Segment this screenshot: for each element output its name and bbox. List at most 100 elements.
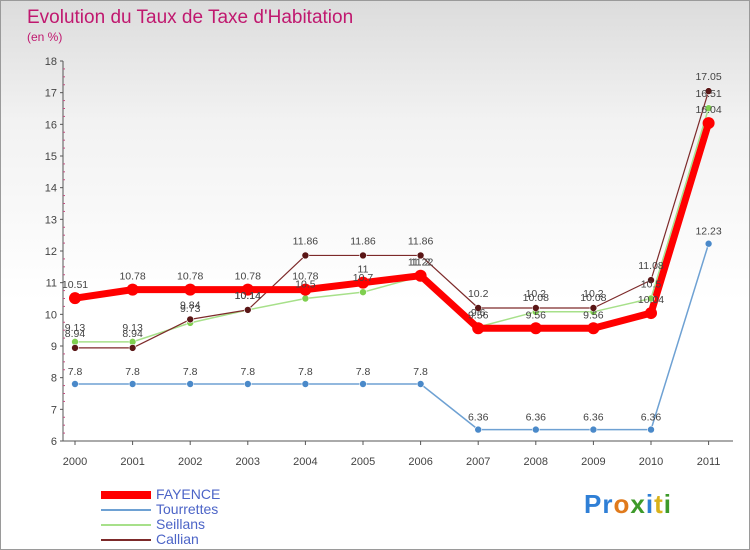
data-point-seillans (704, 104, 713, 112)
logo-letter: P (584, 489, 603, 519)
data-point-fayence (69, 292, 81, 305)
data-point-tourrettes (186, 380, 194, 388)
x-tick-label: 2006 (408, 456, 432, 468)
data-point-callian (531, 304, 540, 312)
data-label: 9.6 (471, 307, 486, 319)
data-point-callian (416, 251, 425, 260)
data-label: 7.8 (183, 366, 198, 378)
data-point-callian (301, 251, 310, 260)
data-label: 7.8 (356, 366, 371, 378)
data-labels: 10.51 10.78 10.78 10.78 10.78 11 11.22 9.56 9.56… (62, 71, 722, 424)
data-label: 7.8 (298, 366, 313, 378)
data-label: 9.84 (180, 299, 201, 311)
x-tick-label: 2001 (120, 456, 144, 468)
data-point-callian (71, 344, 79, 352)
data-label: 10.08 (580, 292, 606, 304)
y-tick-label: 11 (46, 278, 57, 290)
data-label: 7.8 (240, 366, 255, 378)
series-line-seillans (74, 107, 710, 343)
logo-letter: i (645, 489, 655, 519)
data-label: 12.23 (695, 226, 721, 238)
data-label: 7.8 (68, 366, 83, 378)
data-point-fayence (529, 322, 542, 335)
logo-letter: i (663, 489, 672, 519)
data-label: 10.78 (177, 271, 203, 283)
data-label: 9.56 (468, 309, 489, 321)
y-tick-label: 17 (45, 88, 57, 100)
data-label: 17.05 (695, 71, 721, 83)
y-tick-label: 14 (45, 183, 57, 195)
data-point-callian (474, 304, 483, 312)
data-label: 10.78 (119, 271, 145, 283)
data-point-callian (186, 315, 194, 324)
legend-label: FAYENCE (156, 486, 221, 502)
data-point-fayence (702, 117, 715, 130)
x-tick-label: 2009 (581, 456, 605, 468)
data-point-fayence (357, 276, 369, 289)
y-tick-label: 9 (51, 341, 57, 353)
data-label: 10.5 (641, 279, 662, 291)
data-label: 10.2 (468, 288, 489, 300)
data-point-fayence (645, 307, 657, 320)
logo-letter: r (602, 489, 614, 519)
data-point-callian (244, 306, 252, 314)
series-line-tourrettes (74, 242, 710, 431)
x-tick-label: 2003 (236, 456, 260, 468)
data-point-tourrettes (531, 425, 540, 434)
x-tick-label: 2000 (63, 456, 87, 468)
data-label: 8.94 (122, 328, 143, 340)
legend-swatch (101, 524, 151, 526)
chart-subtitle: (en %) (27, 30, 63, 44)
data-label: 11.86 (408, 235, 434, 247)
data-label: 10.5 (295, 279, 316, 291)
data-point-fayence (587, 322, 600, 335)
data-point-tourrettes (301, 380, 310, 388)
x-tick-label: 2011 (697, 456, 721, 468)
x-tick-label: 2008 (524, 456, 548, 468)
data-label: 6.36 (583, 412, 604, 424)
y-tick-label: 6 (51, 436, 57, 448)
data-point-tourrettes (244, 380, 252, 388)
data-label: 9.73 (180, 303, 201, 315)
data-label: 10.2 (583, 288, 604, 300)
data-point-callian (589, 304, 598, 312)
x-tick-label: 2004 (293, 456, 317, 468)
data-label: 6.36 (641, 412, 662, 424)
data-label: 10.2 (526, 288, 547, 300)
legend-label: Seillans (156, 516, 206, 532)
data-label: 9.56 (526, 309, 547, 321)
y-tick-label: 13 (45, 214, 57, 226)
legend-swatch (101, 509, 151, 511)
data-label: 10.51 (62, 279, 88, 291)
data-label: 11.08 (638, 260, 664, 272)
data-label: 11.86 (293, 235, 319, 247)
x-tick-label: 2010 (639, 456, 663, 468)
legend-label: Tourrettes (156, 501, 219, 517)
logo-letter: x (630, 489, 646, 519)
series-lines (71, 90, 713, 431)
data-point-fayence (126, 283, 139, 296)
x-tick-label: 2002 (178, 456, 202, 468)
data-label: 10.04 (638, 294, 664, 306)
data-label: 11.86 (350, 235, 376, 247)
data-point-callian (359, 251, 367, 260)
data-label: 10.7 (353, 272, 374, 284)
series-line-callian (74, 90, 710, 349)
data-label: 6.36 (526, 412, 547, 424)
data-label: 10.08 (523, 292, 549, 304)
logo-letter: t (654, 489, 664, 519)
data-label: 10.78 (235, 271, 261, 283)
chart-title: Evolution du Taux de Taxe d'Habitation (27, 7, 354, 28)
data-point-callian (704, 87, 713, 95)
chart-axes: 6 7 8 9 10 11 12 13 14 15 16 17 18 2000 2001 2002 2003 20… (45, 56, 733, 468)
data-label: 10.14 (235, 290, 261, 302)
data-label: 7.8 (125, 366, 140, 378)
data-label: 6.36 (468, 412, 489, 424)
data-point-fayence (414, 269, 427, 282)
data-label: 11.22 (408, 257, 434, 269)
data-label: 16.51 (695, 88, 721, 100)
y-tick-label: 18 (45, 56, 57, 68)
data-label: 11.2 (411, 256, 431, 268)
